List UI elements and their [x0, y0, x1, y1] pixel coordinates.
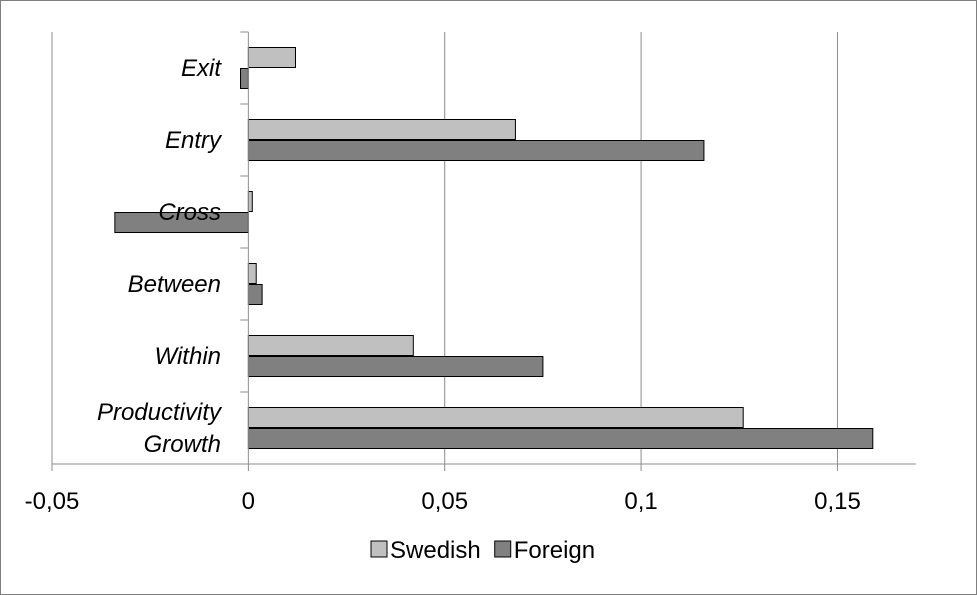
- bar-foreign-3: [247, 284, 263, 305]
- bar-swedish-1: [247, 119, 516, 140]
- legend-swatch-swedish: [370, 540, 388, 558]
- x-tick-label-1: 0: [242, 488, 255, 515]
- x-tick-label-4: 0,15: [814, 488, 861, 515]
- bar-foreign-0: [240, 68, 249, 89]
- bar-foreign-5: [247, 428, 874, 449]
- bar-swedish-3: [247, 263, 257, 284]
- bar-swedish-4: [247, 335, 414, 356]
- bar-swedish-5: [247, 407, 744, 428]
- category-label-5-line-0: Productivity: [97, 399, 223, 426]
- legend-label-swedish: Swedish: [390, 537, 481, 564]
- legend-swatch-foreign: [494, 540, 512, 558]
- bar-swedish-2: [247, 191, 253, 212]
- x-tick-label-0: -0,05: [25, 488, 80, 515]
- category-label-3: Between: [128, 271, 221, 298]
- bar-foreign-4: [247, 356, 544, 377]
- category-label-2: Cross: [158, 199, 221, 226]
- category-label-4: Within: [155, 343, 221, 370]
- x-tick-label-2: 0,05: [421, 488, 468, 515]
- category-label-0: Exit: [181, 55, 222, 82]
- x-tick-label-3: 0,1: [624, 488, 657, 515]
- legend-label-foreign: Foreign: [514, 537, 595, 564]
- bar-foreign-1: [247, 140, 705, 161]
- category-label-5-line-1: Growth: [144, 431, 221, 458]
- category-label-1: Entry: [165, 127, 223, 154]
- bar-swedish-0: [247, 47, 296, 68]
